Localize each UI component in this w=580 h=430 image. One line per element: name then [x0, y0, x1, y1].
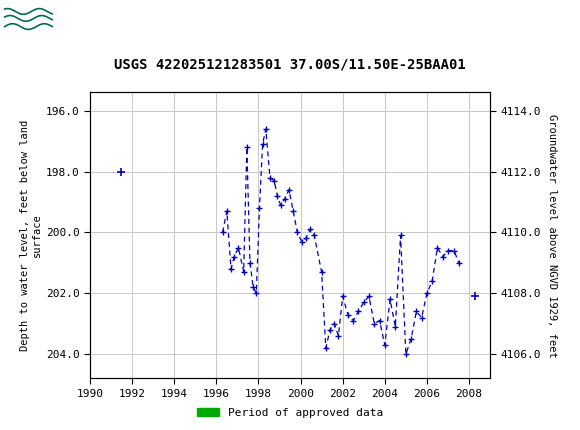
- Text: USGS 422025121283501 37.00S/11.50E-25BAA01: USGS 422025121283501 37.00S/11.50E-25BAA…: [114, 57, 466, 71]
- Y-axis label: Groundwater level above NGVD 1929, feet: Groundwater level above NGVD 1929, feet: [546, 114, 557, 357]
- Bar: [470, 383, 481, 390]
- Bar: [115, 383, 128, 390]
- Text: USGS: USGS: [61, 10, 125, 31]
- Legend: Period of approved data: Period of approved data: [193, 403, 387, 422]
- Bar: [213, 383, 461, 390]
- FancyBboxPatch shape: [3, 3, 55, 37]
- Y-axis label: Depth to water level, feet below land
surface: Depth to water level, feet below land su…: [20, 120, 42, 351]
